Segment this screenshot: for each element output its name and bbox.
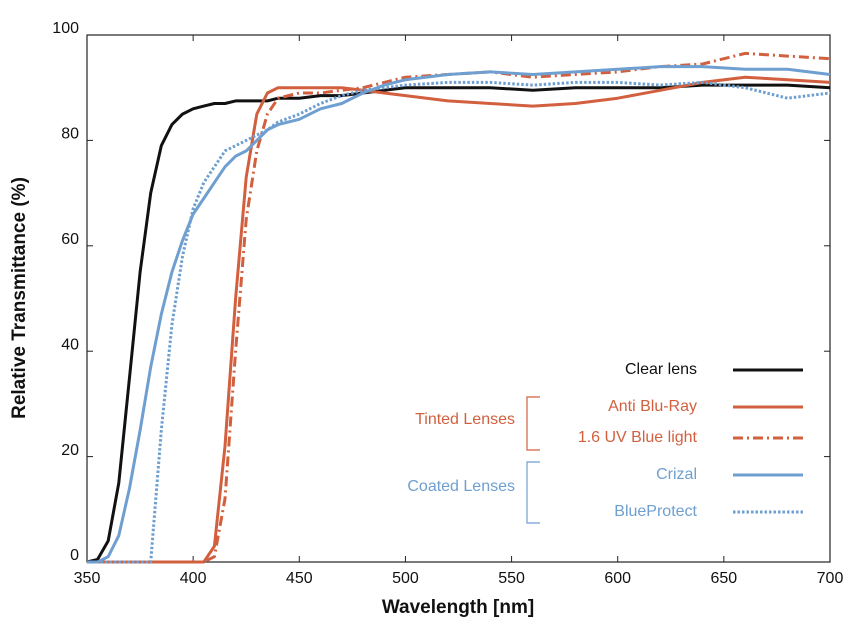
- y-axis-title: Relative Transmittance (%): [9, 177, 30, 419]
- legend-label: Anti Blu-Ray: [608, 398, 697, 415]
- y-tick-label: 60: [61, 231, 79, 248]
- plot-frame: [86, 34, 831, 563]
- group-label: Tinted Lenses: [415, 411, 515, 428]
- legend-label: Crizal: [656, 466, 697, 483]
- group-label: Coated Lenses: [407, 478, 515, 495]
- x-tick-label: 400: [180, 570, 207, 587]
- y-tick-label: 40: [61, 336, 79, 353]
- series-line: [87, 65, 831, 564]
- legend-label: BlueProtect: [614, 503, 697, 520]
- series-line: [86, 83, 831, 564]
- y-tick-label: 20: [61, 442, 79, 459]
- y-tick-label: 0: [70, 547, 79, 564]
- x-tick-label: 550: [498, 570, 525, 587]
- group-bracket: [526, 461, 540, 524]
- group-bracket: [526, 396, 540, 451]
- x-tick-label: 650: [711, 570, 738, 587]
- legend-label: Clear lens: [625, 361, 697, 378]
- x-tick-label: 350: [74, 570, 101, 587]
- legend-label: 1.6 UV Blue light: [578, 429, 698, 446]
- x-tick-label: 700: [817, 570, 844, 587]
- x-axis-title: Wavelength [nm]: [382, 597, 534, 618]
- y-tick-label: 100: [52, 20, 79, 37]
- series-line: [87, 80, 831, 564]
- x-tick-label: 450: [286, 570, 313, 587]
- y-tick-label: 80: [61, 126, 79, 143]
- x-tick-label: 500: [392, 570, 419, 587]
- x-tick-label: 600: [604, 570, 631, 587]
